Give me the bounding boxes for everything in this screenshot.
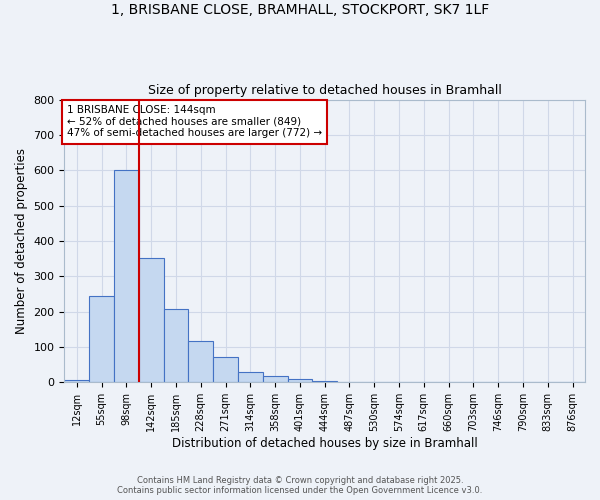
Text: 1 BRISBANE CLOSE: 144sqm
← 52% of detached houses are smaller (849)
47% of semi-: 1 BRISBANE CLOSE: 144sqm ← 52% of detach… [67, 105, 322, 138]
X-axis label: Distribution of detached houses by size in Bramhall: Distribution of detached houses by size … [172, 437, 478, 450]
Bar [164, 309, 188, 382]
Bar [238, 372, 263, 382]
Bar [287, 379, 313, 382]
Bar [64, 380, 89, 382]
Bar [263, 376, 287, 382]
Text: 1, BRISBANE CLOSE, BRAMHALL, STOCKPORT, SK7 1LF: 1, BRISBANE CLOSE, BRAMHALL, STOCKPORT, … [111, 2, 489, 16]
Text: Contains HM Land Registry data © Crown copyright and database right 2025.
Contai: Contains HM Land Registry data © Crown c… [118, 476, 482, 495]
Y-axis label: Number of detached properties: Number of detached properties [15, 148, 28, 334]
Bar [213, 357, 238, 382]
Bar [188, 341, 213, 382]
Bar [89, 296, 114, 382]
Title: Size of property relative to detached houses in Bramhall: Size of property relative to detached ho… [148, 84, 502, 97]
Bar [313, 380, 337, 382]
Bar [139, 258, 164, 382]
Bar [114, 170, 139, 382]
